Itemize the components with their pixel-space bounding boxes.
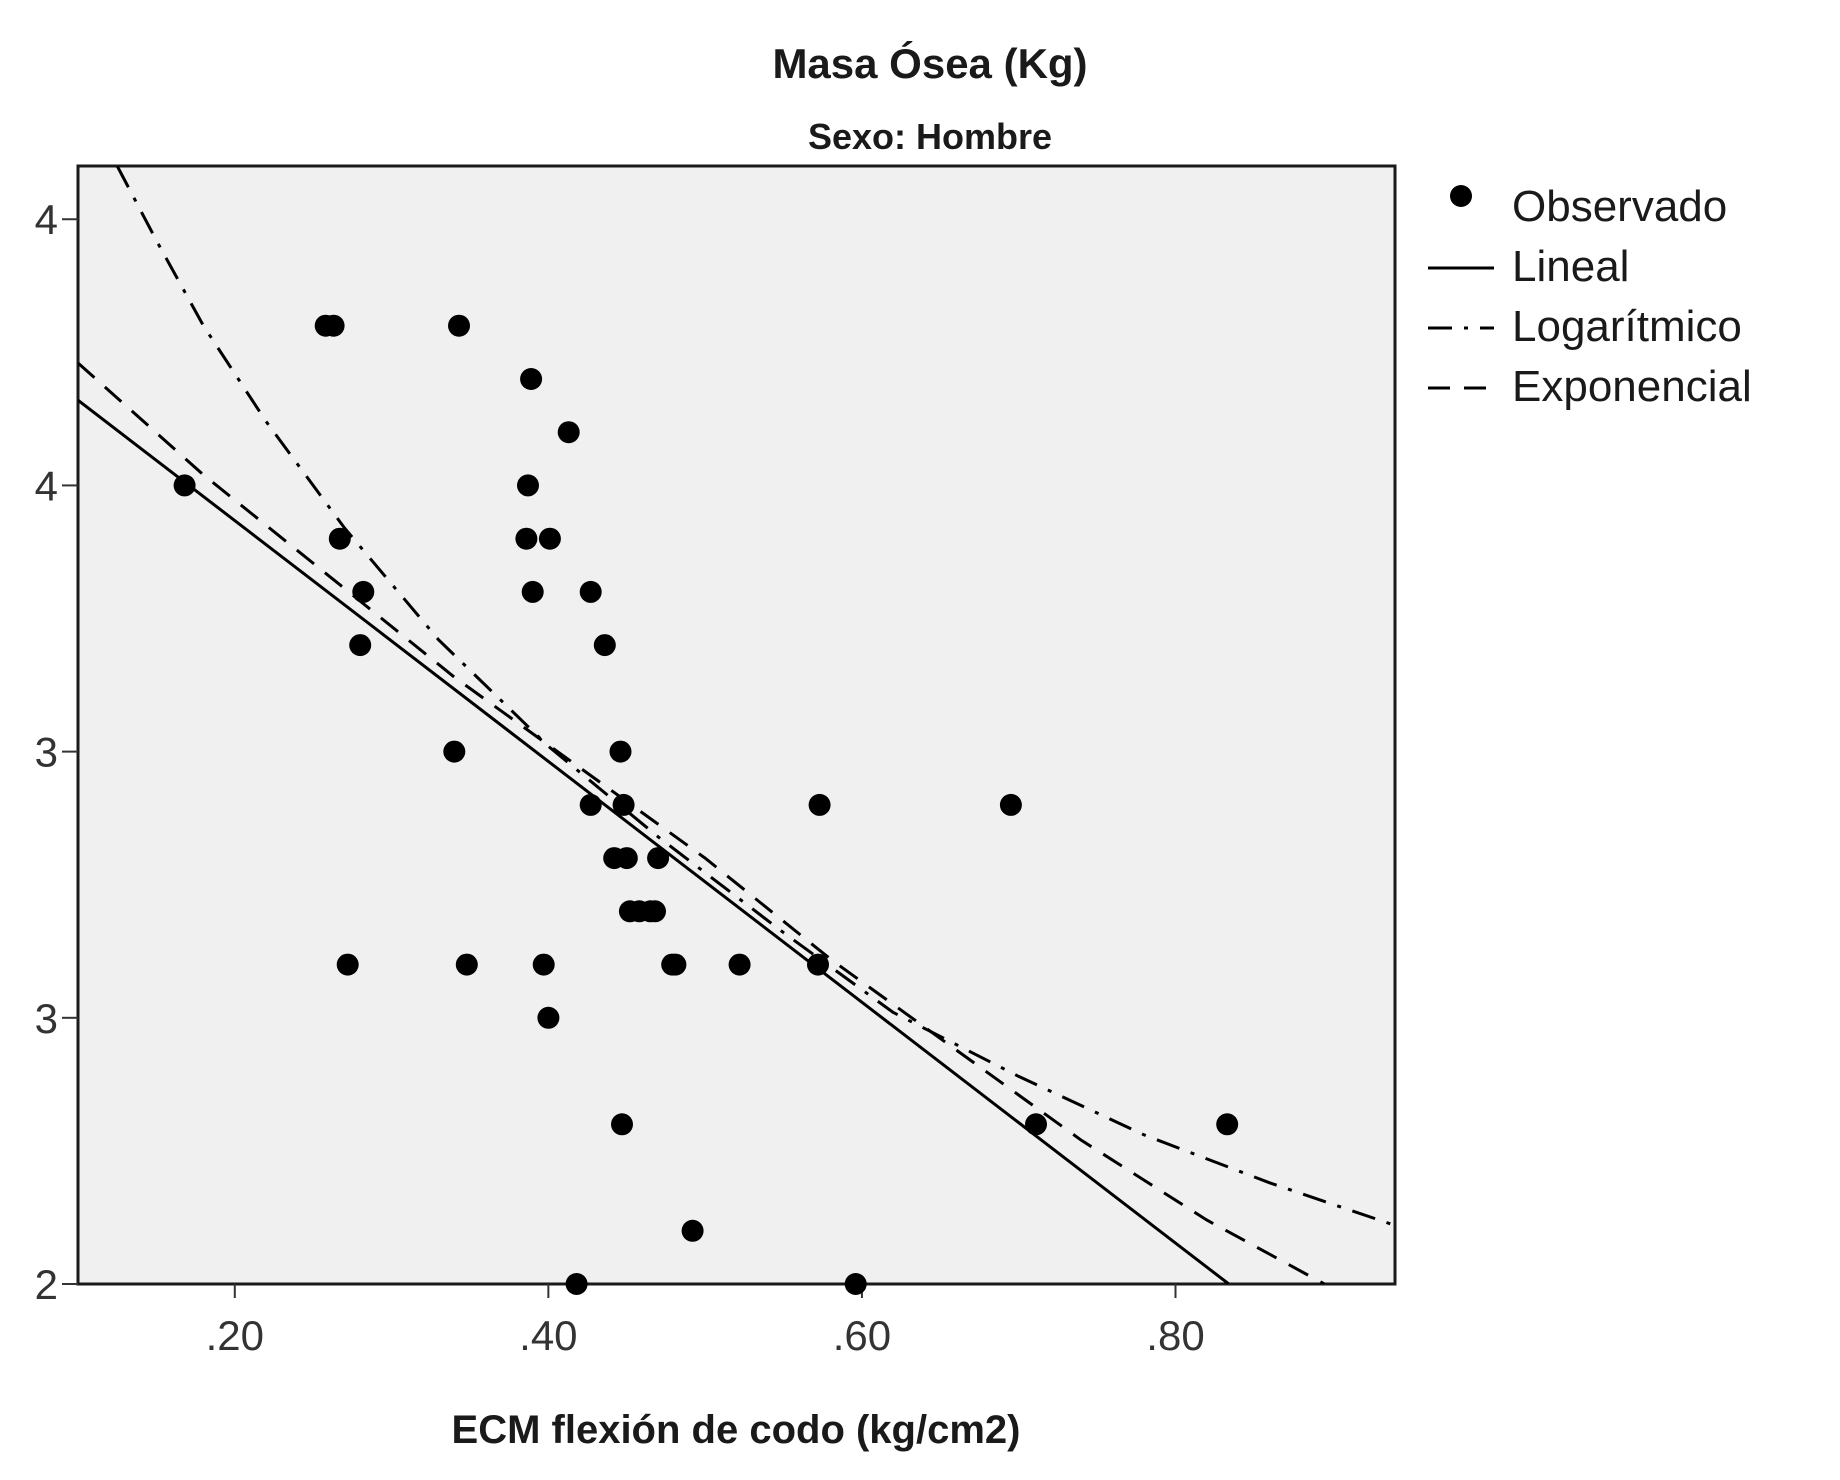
y-axis: 2 3 3 4 4 xyxy=(35,196,78,1308)
data-point xyxy=(609,740,632,763)
data-point xyxy=(807,953,829,976)
data-point xyxy=(647,847,670,870)
data-point xyxy=(557,421,580,444)
data-point xyxy=(521,580,544,603)
data-point xyxy=(1216,1113,1239,1136)
legend-marker-observado xyxy=(1450,185,1472,207)
data-point xyxy=(728,953,751,976)
data-point xyxy=(517,474,539,497)
data-point xyxy=(538,527,561,550)
y-tick-label: 2 xyxy=(35,1261,58,1308)
legend-label-lineal: Lineal xyxy=(1512,242,1629,291)
fit-lines xyxy=(78,166,1395,1284)
observed-points xyxy=(173,314,1239,1295)
y-tick-label: 4 xyxy=(35,462,58,509)
x-axis: .20 .40 .60 .80 xyxy=(206,1284,1205,1359)
fit-line-exponencial xyxy=(78,361,1326,1284)
x-tick-label: .60 xyxy=(833,1312,891,1359)
data-point xyxy=(448,314,470,337)
data-point xyxy=(808,793,831,816)
fit-line-logartmico xyxy=(115,166,1395,1227)
data-point xyxy=(579,793,602,816)
y-tick-label: 4 xyxy=(35,196,58,243)
data-point xyxy=(579,580,602,603)
data-point xyxy=(532,953,555,976)
data-point xyxy=(443,740,466,763)
data-point xyxy=(173,474,196,497)
data-point xyxy=(611,1113,633,1136)
chart-title: Masa Ósea (Kg) xyxy=(772,39,1087,87)
data-point xyxy=(644,900,666,923)
data-point xyxy=(537,1006,560,1029)
chart-subtitle: Sexo: Hombre xyxy=(808,116,1052,157)
data-point xyxy=(1025,1113,1047,1136)
data-point xyxy=(455,953,478,976)
data-point xyxy=(612,793,635,816)
data-point xyxy=(844,1273,867,1295)
data-point xyxy=(349,634,372,657)
data-point xyxy=(336,953,359,976)
data-point xyxy=(352,580,375,603)
data-point xyxy=(322,314,345,337)
legend-label-observado: Observado xyxy=(1512,182,1727,231)
x-tick-label: .40 xyxy=(519,1312,577,1359)
data-point xyxy=(565,1273,588,1295)
data-point xyxy=(615,847,638,870)
x-tick-label: .80 xyxy=(1146,1312,1204,1359)
data-point xyxy=(593,634,616,657)
data-point xyxy=(999,793,1022,816)
y-tick-label: 3 xyxy=(35,729,58,776)
data-point xyxy=(664,953,687,976)
x-axis-label: ECM flexión de codo (kg/cm2) xyxy=(452,1408,1021,1452)
plot-area xyxy=(76,164,1397,1286)
fit-line-lineal xyxy=(78,399,1230,1284)
data-point xyxy=(515,527,538,550)
x-tick-label: .20 xyxy=(206,1312,264,1359)
data-point xyxy=(328,527,351,550)
data-point xyxy=(681,1219,704,1242)
data-point xyxy=(520,368,543,390)
legend-label-exponencial: Exponencial xyxy=(1512,362,1752,411)
legend: Observado Lineal Logarítmico Exponencial xyxy=(1428,182,1752,411)
y-tick-label: 3 xyxy=(35,995,58,1042)
legend-label-logartmico: Logarítmico xyxy=(1512,302,1742,351)
